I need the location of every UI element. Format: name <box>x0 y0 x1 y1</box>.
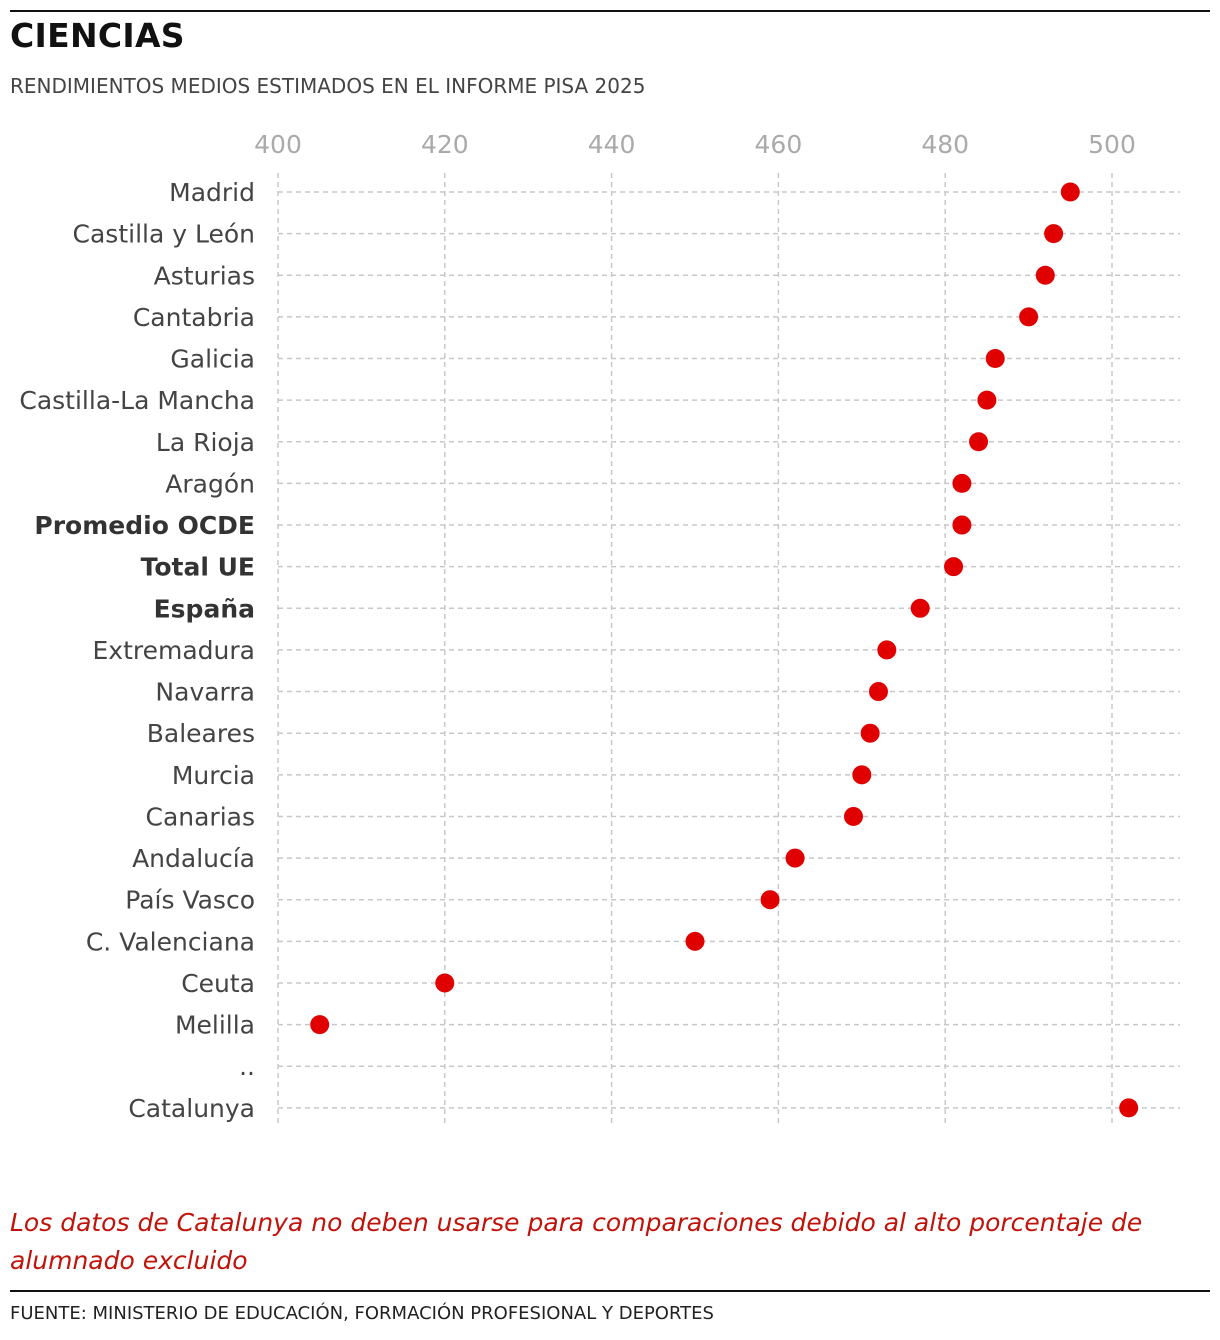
category-label: Castilla-La Mancha <box>19 386 255 415</box>
category-label: Andalucía <box>132 844 255 873</box>
chart-title: CIENCIAS <box>10 16 185 55</box>
category-label: C. Valenciana <box>86 927 255 956</box>
data-point <box>1060 182 1080 202</box>
catalunya-note: Los datos de Catalunya no deben usarse p… <box>10 1208 1143 1275</box>
data-point <box>843 806 863 826</box>
category-label: Navarra <box>155 678 255 707</box>
category-label: Madrid <box>169 178 255 207</box>
data-point <box>760 890 780 910</box>
data-point <box>910 598 930 618</box>
category-label: Murcia <box>172 761 255 790</box>
data-point <box>435 973 455 993</box>
x-tick-label-500: 500 <box>1088 130 1136 159</box>
data-point <box>860 723 880 743</box>
category-label: Promedio OCDE <box>34 511 255 540</box>
data-point <box>1035 265 1055 285</box>
data-point <box>852 765 872 785</box>
category-label: .. <box>239 1052 255 1081</box>
data-point <box>785 848 805 868</box>
data-point <box>1119 1098 1139 1118</box>
chart-subtitle: RENDIMIENTOS MEDIOS ESTIMADOS EN EL INFO… <box>10 74 646 98</box>
category-label: Canarias <box>145 802 255 831</box>
category-label: Catalunya <box>128 1094 255 1123</box>
data-point <box>969 432 989 452</box>
category-label: Ceuta <box>181 969 255 998</box>
category-label: Cantabria <box>133 303 255 332</box>
x-tick-label-480: 480 <box>921 130 969 159</box>
data-point <box>977 390 997 410</box>
data-point <box>877 640 897 660</box>
data-point <box>952 515 972 535</box>
data-point <box>1044 224 1064 244</box>
category-label: Castilla y León <box>73 220 255 249</box>
top-rule <box>10 10 1210 12</box>
data-point <box>868 682 888 702</box>
category-label: Asturias <box>154 261 255 290</box>
category-label: Melilla <box>175 1011 255 1040</box>
data-point <box>985 349 1005 369</box>
bottom-rule <box>10 1290 1210 1292</box>
x-tick-label-460: 460 <box>755 130 803 159</box>
x-tick-label-420: 420 <box>421 130 469 159</box>
category-label: Baleares <box>147 719 255 748</box>
category-label: Extremadura <box>93 636 256 665</box>
data-point <box>1019 307 1039 327</box>
dot-plot: 400 420 440 460 480 500 Madrid Castilla y León A… <box>19 130 1180 1125</box>
data-point <box>310 1015 330 1035</box>
data-point <box>944 557 964 577</box>
source-credit: FUENTE: MINISTERIO DE EDUCACIÓN, FORMACI… <box>10 1303 714 1324</box>
data-point <box>685 931 705 951</box>
category-label: La Rioja <box>156 428 255 457</box>
data-point <box>952 473 972 493</box>
category-label: Total UE <box>141 553 255 582</box>
category-label: Aragón <box>165 469 255 498</box>
category-label: Galicia <box>170 345 255 374</box>
category-label: País Vasco <box>125 886 255 915</box>
x-tick-label-440: 440 <box>588 130 636 159</box>
category-label: España <box>154 594 255 623</box>
x-tick-label-400: 400 <box>254 130 302 159</box>
